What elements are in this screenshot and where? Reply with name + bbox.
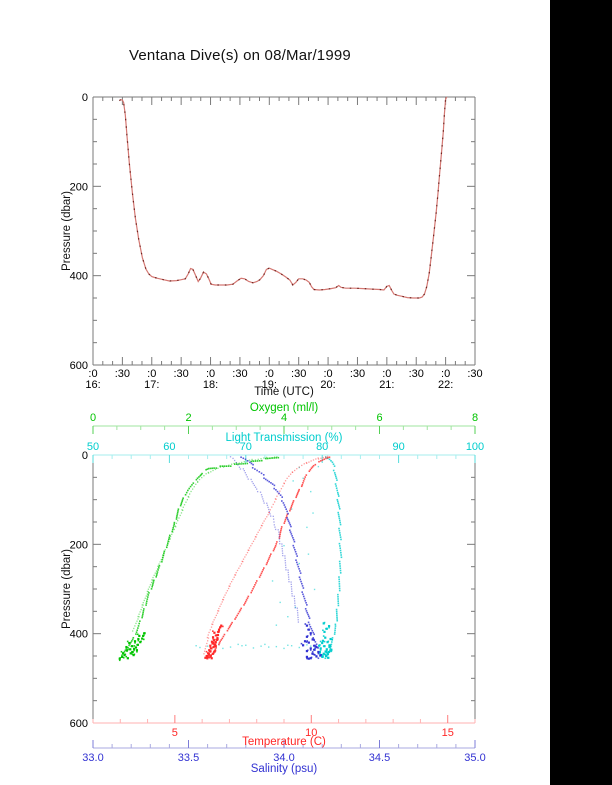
svg-text:34.5: 34.5: [369, 752, 390, 764]
svg-text:4: 4: [281, 412, 287, 424]
svg-text:2: 2: [185, 412, 191, 424]
plot2-ylabel: Pressure (dbar): [61, 549, 73, 629]
svg-text::30: :30: [350, 368, 365, 380]
light-transmission-axis-title: Light Transmission (%): [225, 432, 343, 444]
svg-text::0: :0: [382, 368, 391, 380]
svg-text:17:: 17:: [144, 379, 159, 391]
svg-text:8: 8: [472, 412, 478, 424]
svg-text:18:: 18:: [203, 379, 218, 391]
salinity-axis-title: Salinity (psu): [250, 763, 318, 775]
svg-text:16:: 16:: [85, 379, 100, 391]
svg-text::30: :30: [467, 368, 482, 380]
svg-text:80: 80: [316, 441, 328, 453]
svg-text:400: 400: [70, 271, 88, 283]
svg-text:6: 6: [376, 412, 382, 424]
svg-text::30: :30: [232, 368, 247, 380]
svg-text:90: 90: [392, 441, 404, 453]
svg-text:20:: 20:: [320, 379, 335, 391]
svg-text:0: 0: [82, 450, 88, 462]
figure-title: Ventana Dive(s) on 08/Mar/1999: [129, 47, 351, 64]
svg-text::0: :0: [265, 368, 274, 380]
svg-text:200: 200: [70, 181, 88, 193]
svg-text:5: 5: [172, 727, 178, 739]
svg-text:21:: 21:: [379, 379, 394, 391]
svg-text::0: :0: [88, 368, 97, 380]
plot1-xlabel: Time (UTC): [254, 386, 314, 398]
right-black-strip: [550, 0, 612, 785]
svg-text::0: :0: [323, 368, 332, 380]
svg-text:22:: 22:: [438, 379, 453, 391]
svg-text::30: :30: [115, 368, 130, 380]
svg-text:70: 70: [240, 441, 252, 453]
svg-text:35.0: 35.0: [464, 752, 485, 764]
svg-text:600: 600: [70, 360, 88, 372]
svg-text:400: 400: [70, 629, 88, 641]
svg-text::30: :30: [291, 368, 306, 380]
svg-text:19:: 19:: [262, 379, 277, 391]
svg-text::30: :30: [409, 368, 424, 380]
svg-text:60: 60: [163, 441, 175, 453]
plot1-ylabel: Pressure (dbar): [61, 191, 73, 271]
svg-text::0: :0: [147, 368, 156, 380]
svg-text::0: :0: [441, 368, 450, 380]
svg-text:600: 600: [70, 718, 88, 730]
temperature-axis-title: Temperature (C): [242, 736, 326, 748]
svg-text:33.0: 33.0: [82, 752, 103, 764]
svg-text:34.0: 34.0: [273, 752, 294, 764]
svg-text:15: 15: [442, 727, 454, 739]
svg-text::0: :0: [206, 368, 215, 380]
svg-text:0: 0: [82, 92, 88, 104]
svg-text:10: 10: [305, 727, 317, 739]
svg-text:100: 100: [466, 441, 484, 453]
svg-text:33.5: 33.5: [178, 752, 199, 764]
svg-text:0: 0: [90, 412, 96, 424]
svg-text::30: :30: [174, 368, 189, 380]
oxygen-axis-title: Oxygen (ml/l): [249, 402, 319, 414]
svg-text:50: 50: [87, 441, 99, 453]
svg-text:200: 200: [70, 539, 88, 551]
